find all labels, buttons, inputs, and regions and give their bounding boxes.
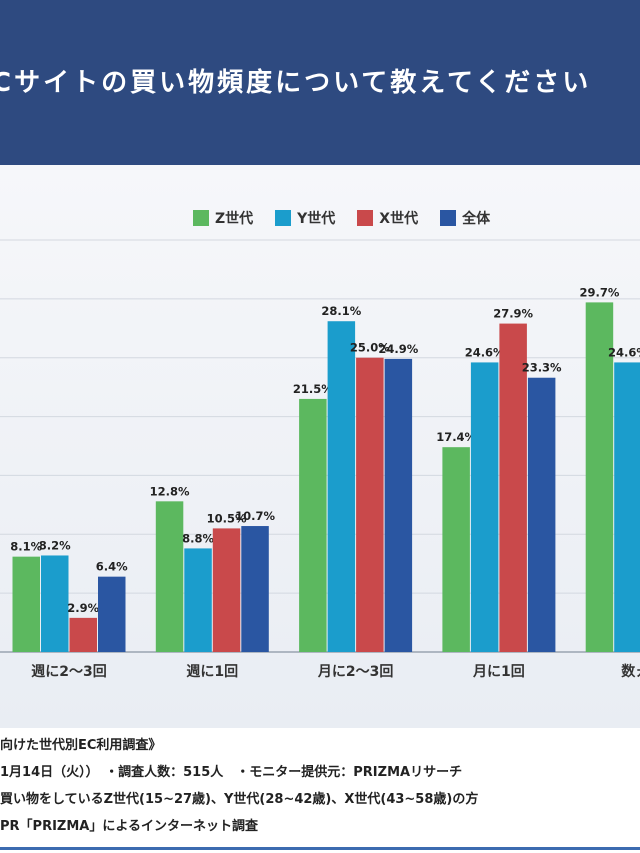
x-tick-label: 週に2〜3回 xyxy=(31,664,106,680)
divider xyxy=(0,847,640,850)
x-tick-label: 月に1回 xyxy=(472,664,525,680)
legend-swatch xyxy=(357,210,374,226)
bar xyxy=(614,362,640,652)
data-label: 28.1% xyxy=(321,304,361,318)
bar xyxy=(184,548,212,652)
data-label: 8.1% xyxy=(10,540,42,554)
legend-swatch xyxy=(440,210,457,226)
bar xyxy=(527,377,556,652)
legend-item: Y世代 xyxy=(275,208,335,228)
legend-item: X世代 xyxy=(357,208,418,228)
data-label: 24.6% xyxy=(465,345,505,359)
survey-notes: 向けた世代別EC利用調査》 1月14日（火）） ・調査人数：515人 ・モニター… xyxy=(0,732,640,840)
x-tick-label: 月に2〜3回 xyxy=(317,664,393,680)
bar xyxy=(98,576,126,652)
bar xyxy=(41,555,69,652)
note-line: 買い物をしているZ世代(15~27歳)、Y世代(28~42歳)、X世代(43~5… xyxy=(0,792,479,807)
bar xyxy=(585,302,614,652)
x-tick-label: 数ヵ月 xyxy=(621,663,640,680)
data-label: 23.3% xyxy=(522,361,562,375)
data-label: 21.5% xyxy=(293,382,333,396)
data-label: 25.0% xyxy=(350,341,390,355)
bar xyxy=(470,362,499,652)
x-tick-label: 週に1回 xyxy=(186,664,238,680)
legend-swatch xyxy=(193,210,209,226)
bar xyxy=(212,528,241,652)
data-label: 6.4% xyxy=(96,560,128,574)
data-label: 12.8% xyxy=(150,484,190,498)
data-label: 10.7% xyxy=(235,509,275,523)
data-label: 24.6% xyxy=(608,345,640,359)
bar xyxy=(155,501,184,652)
bar xyxy=(241,526,269,652)
data-label: 8.2% xyxy=(39,538,71,552)
legend-label: 全体 xyxy=(462,211,491,227)
legend-swatch xyxy=(275,210,292,226)
bar xyxy=(12,556,40,652)
bar xyxy=(299,398,327,652)
bar xyxy=(356,357,384,652)
header: Cサイトの買い物頻度について教えてください xyxy=(0,0,640,165)
note-line: 1月14日（火）） ・調査人数：515人 ・モニター提供元：PRIZMAリサーチ xyxy=(0,765,463,780)
bar xyxy=(499,323,527,652)
bar xyxy=(442,447,470,652)
data-label: 29.7% xyxy=(579,285,619,299)
note-line: 向けた世代別EC利用調査》 xyxy=(0,738,162,753)
legend-item: Z世代 xyxy=(193,208,253,228)
legend-label: X世代 xyxy=(379,211,419,227)
data-label: 27.9% xyxy=(493,307,533,321)
data-label: 10.5% xyxy=(207,511,247,525)
bar xyxy=(327,321,356,652)
data-label: 24.9% xyxy=(378,342,418,356)
bar xyxy=(69,617,97,652)
legend-item: 全体 xyxy=(440,208,490,228)
note-line: PR「PRIZMA」によるインターネット調査 xyxy=(0,819,258,834)
legend-label: Y世代 xyxy=(297,211,336,227)
chart-title: Cサイトの買い物頻度について教えてください xyxy=(0,68,592,98)
legend: Z世代 Y世代 X世代 全体 xyxy=(193,208,490,228)
bar xyxy=(384,358,413,652)
data-label: 8.8% xyxy=(182,531,214,545)
legend-label: Z世代 xyxy=(215,211,254,227)
data-label: 2.9% xyxy=(67,601,99,615)
data-label: 17.4% xyxy=(436,430,476,444)
